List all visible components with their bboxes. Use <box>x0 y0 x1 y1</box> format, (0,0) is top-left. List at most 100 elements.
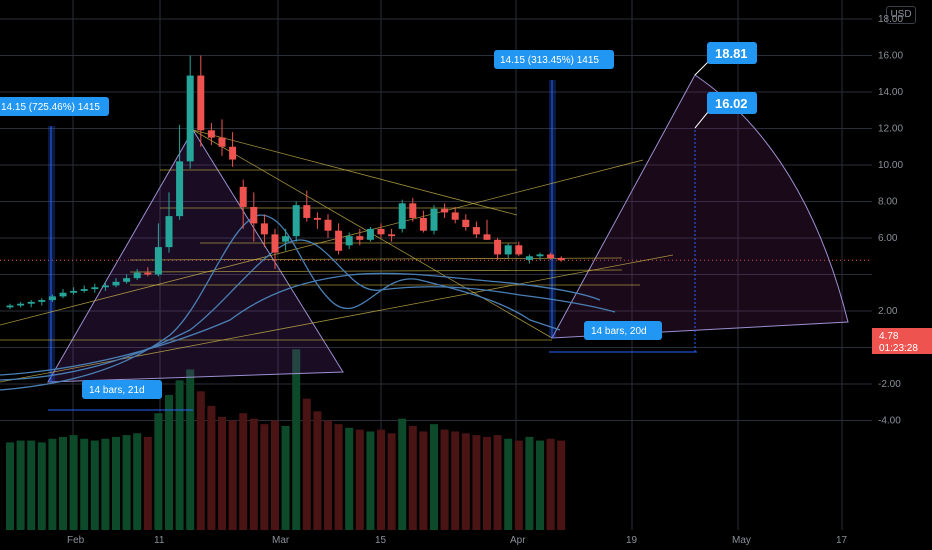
volume-bar <box>186 369 195 530</box>
candle-body <box>504 245 512 255</box>
volume-bar <box>313 411 322 530</box>
target-high-text: 18.81 <box>715 46 748 61</box>
candle-body <box>483 234 491 240</box>
y-tick-label: 16.00 <box>878 51 903 62</box>
candle-body <box>229 146 237 160</box>
volume-bar <box>281 425 290 530</box>
bars-right-text: 14 bars, 20d <box>591 326 647 337</box>
candle-body <box>419 217 427 231</box>
candle-body <box>250 206 258 224</box>
volume-bar <box>37 442 46 530</box>
candle-body <box>441 208 449 213</box>
trend-line <box>192 129 518 216</box>
y-tick-label: -4.00 <box>878 416 901 427</box>
volume-bar <box>440 429 449 530</box>
volume-bar <box>345 427 354 530</box>
target-high-badge[interactable] <box>707 42 757 64</box>
candle-body <box>271 234 279 253</box>
bars-left-badge[interactable] <box>82 380 162 399</box>
volume-bar <box>302 398 311 530</box>
volume-bar <box>546 438 555 530</box>
measure-badges: 14.15 (725.46%) 1415 14.15 (313.45%) 141… <box>0 42 757 399</box>
volume-bar <box>69 435 78 530</box>
candle-body <box>38 300 46 302</box>
y-tick-label: -2.00 <box>878 379 901 390</box>
candle-body <box>48 296 56 301</box>
volume-bar <box>493 435 502 530</box>
currency-label[interactable]: USD <box>886 6 916 24</box>
trend-line <box>0 159 644 326</box>
candle-body <box>494 239 502 255</box>
fib-fan-left <box>47 129 344 383</box>
candle-body <box>165 216 173 248</box>
volume-bar <box>461 433 470 530</box>
target-high-pointer <box>694 61 709 76</box>
volume-bar <box>355 429 364 530</box>
x-tick-label: Feb <box>67 535 85 546</box>
y-tick-label: 12.00 <box>878 124 903 135</box>
target-low-badge[interactable] <box>707 92 757 114</box>
bars-right-badge[interactable] <box>584 321 662 340</box>
candle-body <box>218 137 226 147</box>
candle-body <box>144 272 152 275</box>
candle-body <box>239 186 247 207</box>
volume-bar <box>324 420 332 530</box>
measure-right-badge[interactable] <box>494 50 614 69</box>
candle-body <box>547 254 555 259</box>
candle-body <box>345 236 353 246</box>
candle-body <box>17 303 25 306</box>
y-tick-label: 18.00 <box>878 14 903 25</box>
y-tick-label: 6.00 <box>878 233 898 244</box>
moving-average-line <box>0 214 561 391</box>
fib-fan-right <box>551 74 849 339</box>
volume-bar <box>48 438 57 530</box>
target-low-pointer <box>694 111 709 129</box>
x-tick-label: Apr <box>510 535 526 546</box>
volume-bar <box>249 418 258 530</box>
volume-bar <box>175 380 184 530</box>
candle-body <box>292 205 300 237</box>
volume-bar <box>6 442 14 530</box>
volume-bar <box>514 440 523 530</box>
candle-body <box>398 203 406 229</box>
volume-bar <box>90 440 99 530</box>
candle-body <box>27 301 35 304</box>
volume-bar <box>228 420 237 530</box>
y-tick-label: 8.00 <box>878 197 898 208</box>
volume-bar <box>366 431 375 530</box>
volume-bar <box>451 431 460 530</box>
candle-body <box>313 217 321 220</box>
volume-bar <box>504 438 513 530</box>
volume-bar <box>483 436 491 530</box>
x-tick-label: May <box>732 535 751 546</box>
candle-body <box>462 219 470 228</box>
candle-body <box>133 272 141 279</box>
volume-bar <box>387 433 396 530</box>
x-tick-label: Mar <box>272 535 290 546</box>
measure-left-badge[interactable] <box>0 97 109 116</box>
volume-bar <box>101 438 110 530</box>
y-tick-label: 10.00 <box>878 160 903 171</box>
volume-bar <box>408 425 417 530</box>
candle-body <box>186 75 194 162</box>
candle-body <box>207 130 215 138</box>
volume-bar <box>207 405 216 530</box>
candle-body <box>377 228 385 235</box>
candle-body <box>123 278 131 282</box>
volume-bar <box>430 424 438 530</box>
price-axis[interactable]: 20.0018.0016.0014.0012.0010.008.006.002.… <box>67 0 903 546</box>
candle-body <box>525 256 533 260</box>
x-tick-label: 17 <box>836 535 848 546</box>
volume-bar <box>112 436 120 530</box>
candle-body <box>303 205 311 218</box>
volume-bar <box>419 431 428 530</box>
last-price-text: 4.78 <box>879 331 899 342</box>
candles <box>6 55 565 310</box>
volume-bar <box>557 440 566 530</box>
volume-bar <box>377 429 385 530</box>
measure-left-text: 14.15 (725.46%) 1415 <box>1 102 100 113</box>
moving-average-line <box>0 272 601 376</box>
volume-bar <box>143 436 152 530</box>
candle-body <box>409 203 417 218</box>
